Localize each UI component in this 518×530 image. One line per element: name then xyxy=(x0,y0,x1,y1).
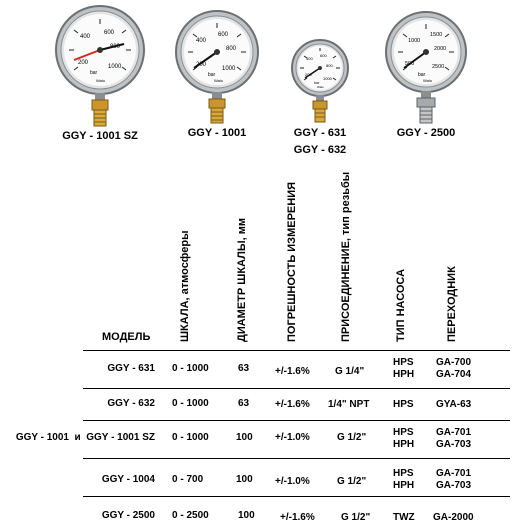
model-column-header: МОДЕЛЬ xyxy=(102,331,151,343)
table-cell-diameter: 100 xyxy=(236,474,253,485)
table-cell-scale: 0 - 1000 xyxy=(172,398,209,409)
table-row-model: GGY - 2500 xyxy=(101,510,155,521)
scale-column-header: ШКАЛА, атмосферы xyxy=(179,230,191,342)
table-cell-adapter: GA-701 GA-703 xyxy=(436,468,472,491)
table-cell-adapter: GA-700 GA-704 xyxy=(436,357,472,380)
gauge-unit-label: bar xyxy=(418,72,426,78)
table-row-model: GGY - 1004 xyxy=(101,474,155,485)
gauge-scale-label: 800 xyxy=(326,63,333,68)
table-cell-accuracy: +/-1.0% xyxy=(275,476,310,487)
gauge-brand-label: Walo xyxy=(214,78,224,83)
gauge-caption: GGY - 631 xyxy=(293,127,347,139)
gauge-scale-label: 1000 xyxy=(222,66,236,72)
pump-type-column-header: ТИП НАСОСА xyxy=(395,268,407,342)
table-cell-accuracy: +/-1.0% xyxy=(275,432,310,443)
gauge-caption: GGY - 1001 xyxy=(187,127,247,139)
table-row-model: GGY - 1001 и GGY - 1001 SZ xyxy=(15,432,155,443)
gauge-scale-label: 200 xyxy=(196,62,207,68)
table-cell-connection: G 1/2" xyxy=(341,512,371,523)
gauge-brand-label: Walo xyxy=(423,78,433,83)
table-cell-connection: G 1/4" xyxy=(335,366,365,377)
table-cell-scale: 0 - 700 xyxy=(172,474,204,485)
table-row-model: GGY - 632 xyxy=(107,398,155,409)
gauge-brand-label: Walo xyxy=(317,85,324,89)
gauge-scale-label: 400 xyxy=(80,34,91,40)
table-cell-connection: G 1/2" xyxy=(337,476,367,487)
table-cell-accuracy: +/-1.6% xyxy=(275,399,310,410)
gauge-scale-label: 2000 xyxy=(434,46,446,52)
table-cell-pump: HPS HPH xyxy=(393,468,415,491)
table-divider xyxy=(83,420,510,421)
gauge-ggy-631-image: 200 400 600 800 1000 bar Walo xyxy=(291,39,349,123)
table-divider xyxy=(83,388,510,389)
table-cell-accuracy: +/-1.6% xyxy=(280,512,315,523)
table-cell-diameter: 63 xyxy=(238,363,250,374)
table-cell-diameter: 100 xyxy=(238,510,255,521)
gauge-scale-label: 600 xyxy=(320,53,327,58)
table-cell-pump: HPS xyxy=(393,399,414,410)
gauge-caption: GGY - 1001 SZ xyxy=(62,130,138,142)
table-cell-adapter: GYA-63 xyxy=(436,399,472,410)
table-cell-scale: 0 - 1000 xyxy=(172,432,209,443)
table-divider xyxy=(83,496,510,497)
table-cell-accuracy: +/-1.6% xyxy=(275,366,310,377)
gauge-brand-label: Walo xyxy=(96,78,106,83)
connection-column-header: ПРИСОЕДИНЕНИЕ, тип резьбы xyxy=(340,171,352,342)
table-cell-adapter: GA-701 GA-703 xyxy=(436,427,472,450)
gauge-scale-label: 600 xyxy=(104,30,115,36)
table-row-model: GGY - 631 xyxy=(107,363,155,374)
table-cell-pump: TWZ xyxy=(393,512,415,523)
gauge-caption: GGY - 2500 xyxy=(396,127,456,139)
gauge-unit-label: bar xyxy=(90,70,98,76)
gauge-ggy-2500-image: 500 1000 1500 2000 2500 bar Walo xyxy=(385,11,467,124)
adapter-column-header: ПЕРЕХОДНИК xyxy=(446,266,458,342)
gauge-scale-label: 200 xyxy=(305,72,312,77)
gauge-scale-label: 400 xyxy=(196,38,207,44)
gauge-scale-label: 1000 xyxy=(108,64,122,70)
gauge-scale-label: 1000 xyxy=(323,76,333,81)
diameter-column-header: ДИАМЕТР ШКАЛЫ, мм xyxy=(236,217,248,342)
gauge-unit-label: bar xyxy=(314,81,320,85)
table-cell-diameter: 63 xyxy=(238,398,250,409)
gauge-scale-label: 800 xyxy=(226,46,237,52)
table-cell-pump: HPS HPH xyxy=(393,427,415,450)
gauge-scale-label: 1500 xyxy=(430,32,442,38)
gauge-caption: GGY - 632 xyxy=(293,144,347,156)
gauge-unit-label: bar xyxy=(208,72,216,78)
table-cell-scale: 0 - 1000 xyxy=(172,363,209,374)
table-cell-pump: HPS HPH xyxy=(393,357,415,380)
table-cell-connection: 1/4" NPT xyxy=(328,399,370,410)
gauge-scale-label: 2500 xyxy=(432,64,444,70)
accuracy-column-header: ПОГРЕШНОСТЬ ИЗМЕРЕНИЯ xyxy=(286,181,298,342)
table-cell-diameter: 100 xyxy=(236,432,253,443)
gauge-scale-label: 600 xyxy=(218,32,229,38)
table-cell-adapter: GA-2000 xyxy=(433,512,474,523)
table-divider xyxy=(83,350,510,351)
table-divider xyxy=(83,458,510,459)
gauge-ggy-1001-sz-image: 200 400 600 800 1000 bar Walo xyxy=(55,5,145,127)
gauge-ggy-1001-image: 200 400 600 800 1000 bar Walo xyxy=(175,10,259,124)
gauge-scale-label: 400 xyxy=(306,56,313,61)
gauge-scale-label: 200 xyxy=(78,60,89,66)
table-cell-scale: 0 - 2500 xyxy=(172,510,209,521)
table-cell-connection: G 1/2" xyxy=(337,432,367,443)
gauge-scale-label: 1000 xyxy=(408,38,420,44)
